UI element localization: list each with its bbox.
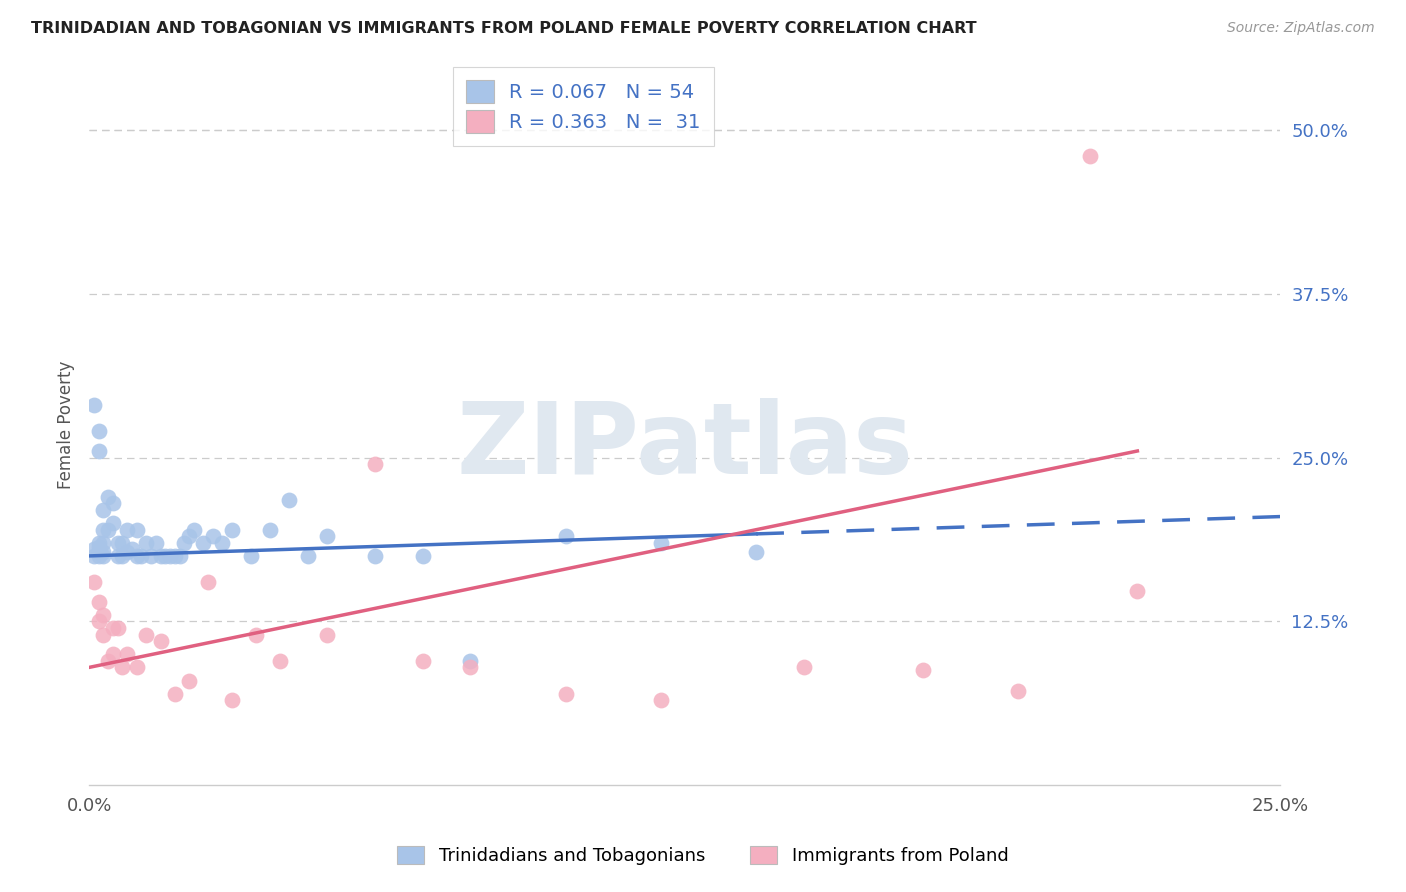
Point	[364, 457, 387, 471]
Point	[125, 523, 148, 537]
Point	[101, 496, 124, 510]
Point	[221, 523, 243, 537]
Point	[911, 663, 934, 677]
Y-axis label: Female Poverty: Female Poverty	[58, 360, 75, 489]
Point	[259, 523, 281, 537]
Point	[145, 536, 167, 550]
Point	[87, 549, 110, 563]
Point	[111, 536, 134, 550]
Point	[554, 529, 576, 543]
Point	[121, 542, 143, 557]
Point	[197, 575, 219, 590]
Point	[93, 523, 115, 537]
Point	[97, 523, 120, 537]
Point	[745, 545, 768, 559]
Point	[245, 627, 267, 641]
Point	[87, 595, 110, 609]
Point	[412, 549, 434, 563]
Point	[101, 516, 124, 530]
Point	[97, 490, 120, 504]
Point	[163, 549, 186, 563]
Point	[193, 536, 215, 550]
Point	[83, 542, 105, 557]
Point	[83, 575, 105, 590]
Point	[412, 654, 434, 668]
Point	[139, 549, 162, 563]
Point	[793, 660, 815, 674]
Point	[135, 627, 157, 641]
Point	[278, 492, 301, 507]
Point	[364, 549, 387, 563]
Point	[1078, 149, 1101, 163]
Point	[131, 549, 153, 563]
Point	[159, 549, 181, 563]
Point	[650, 536, 672, 550]
Point	[107, 621, 129, 635]
Point	[135, 536, 157, 550]
Text: TRINIDADIAN AND TOBAGONIAN VS IMMIGRANTS FROM POLAND FEMALE POVERTY CORRELATION : TRINIDADIAN AND TOBAGONIAN VS IMMIGRANTS…	[31, 21, 977, 37]
Point	[107, 549, 129, 563]
Point	[149, 549, 172, 563]
Point	[87, 545, 110, 559]
Point	[87, 615, 110, 629]
Point	[179, 673, 201, 688]
Point	[650, 693, 672, 707]
Legend: R = 0.067   N = 54, R = 0.363   N =  31: R = 0.067 N = 54, R = 0.363 N = 31	[453, 67, 714, 146]
Point	[87, 536, 110, 550]
Point	[179, 529, 201, 543]
Point	[101, 648, 124, 662]
Point	[458, 660, 481, 674]
Point	[115, 523, 138, 537]
Point	[93, 627, 115, 641]
Point	[458, 654, 481, 668]
Point	[125, 549, 148, 563]
Point	[87, 540, 110, 554]
Legend: Trinidadians and Tobagonians, Immigrants from Poland: Trinidadians and Tobagonians, Immigrants…	[389, 838, 1017, 872]
Point	[173, 536, 195, 550]
Point	[316, 627, 339, 641]
Point	[111, 549, 134, 563]
Point	[1007, 684, 1029, 698]
Point	[269, 654, 291, 668]
Point	[125, 660, 148, 674]
Point	[155, 549, 177, 563]
Point	[169, 549, 191, 563]
Point	[97, 654, 120, 668]
Point	[101, 621, 124, 635]
Point	[163, 687, 186, 701]
Point	[554, 687, 576, 701]
Point	[83, 549, 105, 563]
Point	[1126, 584, 1149, 599]
Point	[183, 523, 205, 537]
Point	[93, 545, 115, 559]
Point	[149, 634, 172, 648]
Point	[93, 549, 115, 563]
Point	[201, 529, 224, 543]
Point	[93, 503, 115, 517]
Point	[87, 444, 110, 458]
Text: ZIPatlas: ZIPatlas	[457, 398, 912, 495]
Point	[240, 549, 263, 563]
Point	[83, 398, 105, 412]
Point	[87, 425, 110, 439]
Point	[115, 648, 138, 662]
Point	[111, 660, 134, 674]
Point	[115, 545, 138, 559]
Point	[93, 536, 115, 550]
Point	[211, 536, 233, 550]
Point	[93, 607, 115, 622]
Point	[316, 529, 339, 543]
Text: Source: ZipAtlas.com: Source: ZipAtlas.com	[1227, 21, 1375, 36]
Point	[221, 693, 243, 707]
Point	[297, 549, 319, 563]
Point	[107, 536, 129, 550]
